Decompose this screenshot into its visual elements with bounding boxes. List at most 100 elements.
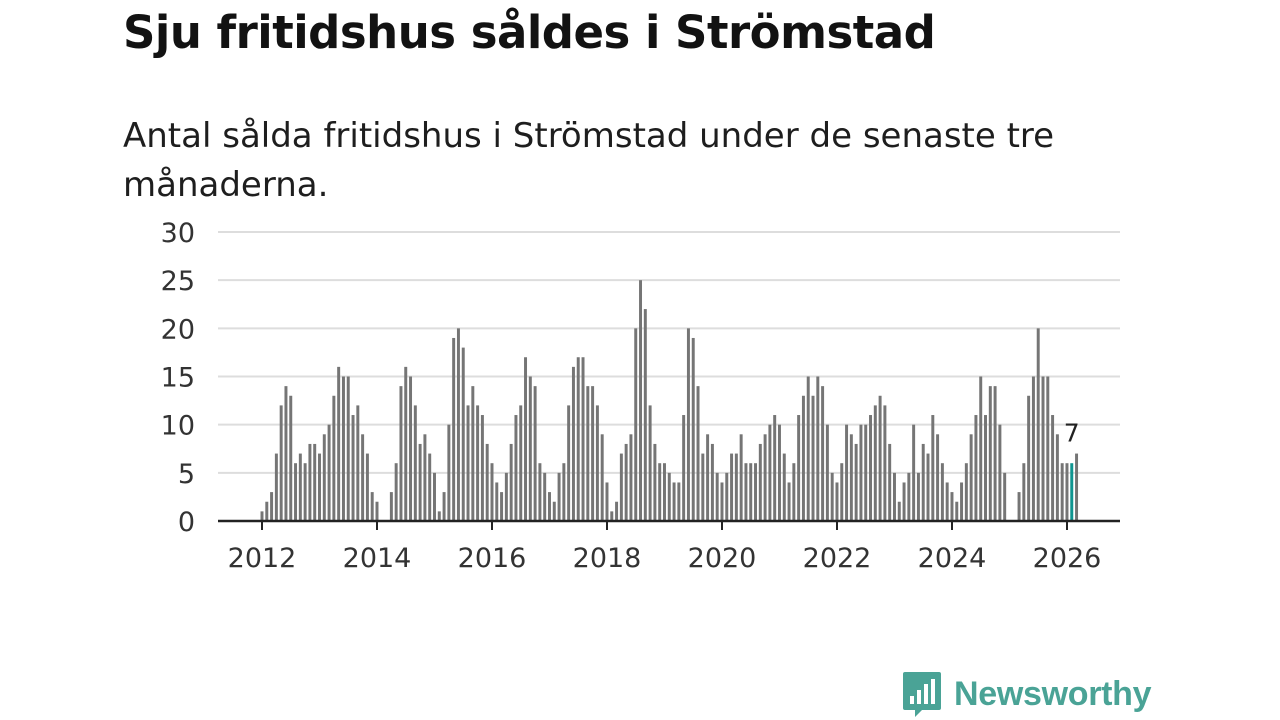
- bar: [595, 405, 599, 521]
- bar-latest: [1070, 463, 1074, 521]
- bar: [576, 357, 580, 521]
- bar: [610, 511, 614, 521]
- bar: [514, 415, 518, 521]
- bar: [773, 415, 777, 521]
- bar: [1003, 472, 1007, 521]
- bar: [754, 463, 758, 521]
- bar: [955, 501, 959, 521]
- bar: [816, 376, 820, 521]
- bar: [763, 434, 767, 521]
- bar: [480, 415, 484, 521]
- bar: [744, 463, 748, 521]
- bar: [835, 482, 839, 521]
- bar: [840, 463, 844, 521]
- bar: [892, 472, 896, 521]
- bar: [423, 434, 427, 521]
- bar: [471, 386, 475, 521]
- bar: [265, 501, 269, 521]
- bar: [404, 366, 408, 521]
- bar: [888, 443, 892, 521]
- bar: [950, 492, 954, 521]
- bar: [552, 501, 556, 521]
- bar: [960, 482, 964, 521]
- bar: [993, 386, 997, 521]
- bar: [274, 453, 278, 521]
- bar: [260, 511, 264, 521]
- y-tick-label-0: 0: [178, 507, 195, 538]
- y-tick-label-15: 15: [161, 363, 195, 394]
- latest-value-label: 7: [1064, 419, 1080, 448]
- bar: [758, 443, 762, 521]
- bar: [337, 366, 341, 521]
- bar: [682, 415, 686, 521]
- bar: [318, 453, 321, 521]
- y-axis-ticks: 0 5 10 15 20 25 30: [161, 218, 195, 538]
- bar: [859, 424, 863, 521]
- bar: [749, 463, 753, 521]
- bar: [1041, 376, 1045, 521]
- bar: [327, 424, 331, 521]
- bar: [988, 386, 992, 521]
- bar: [1031, 376, 1035, 521]
- bar: [720, 482, 724, 521]
- bar: [634, 328, 638, 521]
- bar: [715, 472, 719, 521]
- bar: [308, 443, 312, 521]
- newsworthy-logo[interactable]: Newsworthy: [902, 670, 1152, 718]
- bar: [500, 492, 504, 521]
- bar: [821, 386, 825, 521]
- bar: [600, 434, 604, 521]
- bar: [495, 482, 499, 521]
- bar: [969, 434, 973, 521]
- bar: [1027, 395, 1031, 521]
- bar: [361, 434, 365, 521]
- bar: [437, 511, 441, 521]
- bar: [399, 386, 403, 521]
- x-tick-label-2026: 2026: [1033, 543, 1102, 574]
- y-tick-label-30: 30: [161, 218, 195, 249]
- bar: [605, 482, 609, 521]
- bar: [662, 463, 666, 521]
- bar: [883, 405, 887, 521]
- bar: [639, 280, 643, 521]
- bar: [696, 386, 700, 521]
- bar: [591, 386, 595, 521]
- bar: [691, 337, 695, 521]
- bar: [734, 453, 738, 521]
- bar: [279, 405, 283, 521]
- bar: [787, 482, 791, 521]
- bar: [907, 472, 911, 521]
- bar: [873, 405, 877, 521]
- bar: [1055, 434, 1059, 521]
- bar: [686, 328, 690, 521]
- bar: [1060, 463, 1064, 521]
- bar: [897, 501, 901, 521]
- bar: [452, 337, 456, 521]
- x-tick-label-2020: 2020: [688, 543, 757, 574]
- x-tick-label-2012: 2012: [228, 543, 297, 574]
- bar: [1022, 463, 1026, 521]
- bar: [672, 482, 676, 521]
- bar: [294, 463, 298, 521]
- y-tick-label-10: 10: [161, 411, 195, 442]
- x-tick-label-2014: 2014: [343, 543, 412, 574]
- chart-title: Sju fritidshus såldes i Strömstad: [123, 6, 936, 59]
- bar: [864, 424, 868, 521]
- bar: [677, 482, 681, 521]
- bar: [777, 424, 781, 521]
- bar: [878, 395, 882, 521]
- bar: [413, 405, 417, 521]
- bar: [912, 424, 916, 521]
- bar: [945, 482, 949, 521]
- bar: [869, 415, 873, 521]
- bar: [519, 405, 523, 521]
- y-tick-label-5: 5: [178, 459, 195, 490]
- bar: [1075, 453, 1079, 521]
- bar: [926, 453, 930, 521]
- bar: [619, 453, 623, 521]
- bar: [797, 415, 801, 521]
- bar: [931, 415, 935, 521]
- bar: [902, 482, 906, 521]
- bar: [624, 443, 628, 521]
- bar: [433, 472, 436, 521]
